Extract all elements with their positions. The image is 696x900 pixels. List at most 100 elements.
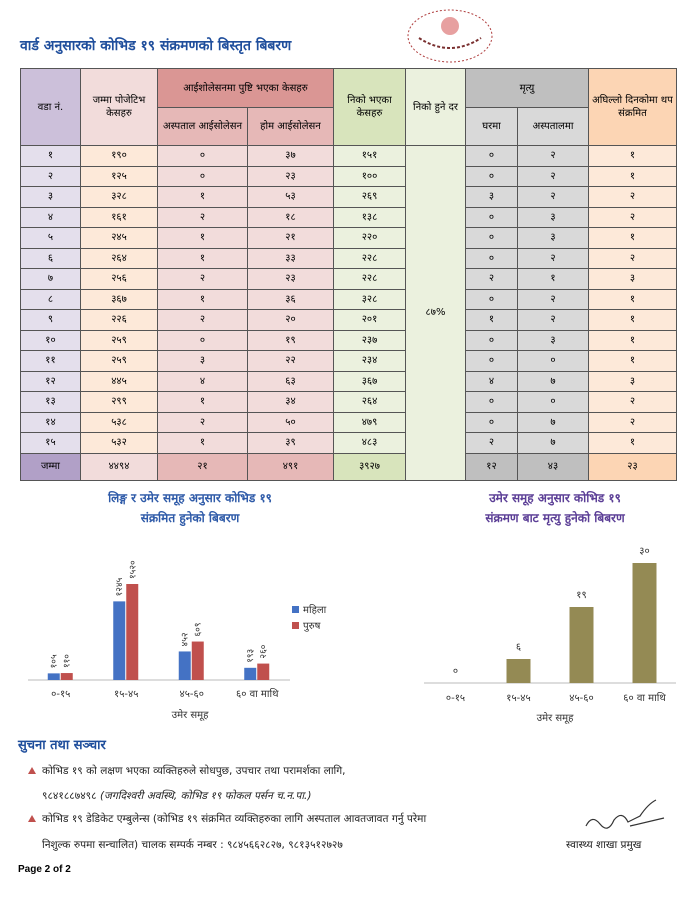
table-cell: ९ xyxy=(20,309,81,331)
table-cell: ३ xyxy=(588,370,677,392)
notice-text: कोभिड १९ को लक्षण भएका व्यक्तिहरुले सोधप… xyxy=(42,765,346,777)
x-tick-label: ४५-६० xyxy=(180,689,204,700)
table-cell: २२६ xyxy=(80,309,158,331)
bar xyxy=(60,673,73,680)
table-cell: १ xyxy=(157,186,248,208)
table-cell: ३३ xyxy=(247,247,334,269)
table-cell: ४ xyxy=(20,206,81,228)
value-label: ३० xyxy=(639,546,649,557)
table-cell: ३ xyxy=(517,329,589,351)
bar xyxy=(569,607,594,683)
table-row: १३ २९९ १ ३४ २६४ ० ० २ xyxy=(20,391,677,413)
table-cell: ३६ xyxy=(247,288,334,310)
table-cell: २०१ xyxy=(333,309,406,331)
table-cell: २५९ xyxy=(80,329,158,351)
header-cell: घरमा xyxy=(465,107,518,146)
total-cell: २१ xyxy=(157,452,248,481)
table-row: १ १९० ० ३७ १५१ ८७% ० २ १ xyxy=(20,145,677,481)
notice-text: ९८४१८८७४९८ (जगदिश्वरी अवस्थि, कोभिड १९ फ… xyxy=(42,789,312,803)
value-label: ४५२ xyxy=(181,632,191,646)
header-cell: अस्पताल आईसोलेसन xyxy=(157,107,248,146)
table-cell: ३६७ xyxy=(333,370,406,392)
legend-swatch xyxy=(292,622,299,629)
table-cell: ० xyxy=(157,145,248,167)
header-cell: अस्पतालमा xyxy=(517,107,589,146)
table-cell: ० xyxy=(465,227,518,249)
note: (जगदिश्वरी अवस्थि, कोभिड १९ फोकल पर्सन च… xyxy=(99,790,312,802)
chart-title: लिङ्ग र उमेर समूह अनुसार कोभिड १९ xyxy=(107,491,272,506)
header-cell: निको भएका केसहरु xyxy=(333,68,406,146)
x-tick-label: ०-१५ xyxy=(446,693,465,704)
table-cell: १ xyxy=(588,350,677,372)
table-cell: २ xyxy=(517,186,589,208)
header-cell: वडा नं. xyxy=(20,68,81,146)
total-cell: ४३ xyxy=(517,452,589,481)
table-cell: २२८ xyxy=(333,268,406,290)
table-cell: १ xyxy=(465,309,518,331)
table-cell: ३ xyxy=(20,186,81,208)
table-cell: २४५ xyxy=(80,227,158,249)
table-cell: ५० xyxy=(247,411,334,433)
table-cell: १ xyxy=(588,165,677,187)
x-tick-label: १५-४५ xyxy=(114,689,138,700)
table-cell: १२५ xyxy=(80,165,158,187)
value-label: ६०९ xyxy=(194,622,204,636)
header-cell: निको हुने दर xyxy=(405,68,466,146)
table-cell: ५३ xyxy=(247,186,334,208)
table-cell: २ xyxy=(517,309,589,331)
table-row: अस्पताल आईसोलेसन होम आईसोलेसन घरमा अस्पतालम… xyxy=(21,107,677,146)
table-cell: ३६७ xyxy=(80,288,158,310)
table-cell: ० xyxy=(465,329,518,351)
table-cell: २ xyxy=(517,247,589,269)
table-cell: ३ xyxy=(517,206,589,228)
data-table: वडा नं. जम्मा पोजेटिभ केसहरु आईशोलेसनमा पु… xyxy=(20,68,677,481)
table-cell: १ xyxy=(588,329,677,351)
table-cell: २ xyxy=(588,247,677,269)
table-cell: ५३२ xyxy=(80,432,158,454)
table-cell: १ xyxy=(588,227,677,249)
logo xyxy=(407,9,493,63)
bar xyxy=(191,641,204,680)
table-cell: ० xyxy=(465,411,518,433)
legend-label: महिला xyxy=(303,604,327,616)
table-cell: २ xyxy=(157,411,248,433)
table-cell: ६३ xyxy=(247,370,334,392)
bar xyxy=(244,667,257,680)
table-cell: २ xyxy=(157,309,248,331)
table-cell: २१ xyxy=(247,227,334,249)
table-cell: ० xyxy=(157,165,248,187)
bar xyxy=(506,659,531,683)
table-cell: ० xyxy=(465,206,518,228)
table-cell: २६४ xyxy=(80,247,158,269)
table-cell: १ xyxy=(588,145,677,167)
total-cell: १२ xyxy=(465,452,518,481)
table-cell: १ xyxy=(20,145,81,167)
bar xyxy=(178,651,191,680)
table-cell: ४४५ xyxy=(80,370,158,392)
total-cell: २३ xyxy=(588,452,677,481)
table-cell: ० xyxy=(465,165,518,187)
table-cell: २२० xyxy=(333,227,406,249)
table-cell: ४८३ xyxy=(333,432,406,454)
table-row: १४ ५३८ २ ५० ४७९ ० ७ २ xyxy=(20,411,677,433)
phone: ९८४१८८७४९८ xyxy=(42,790,97,802)
table-cell: २३ xyxy=(247,268,334,290)
header-cell: अघिल्लो दिनकोमा थप संक्रमित xyxy=(588,68,677,146)
table-cell: ५३८ xyxy=(80,411,158,433)
table-cell: ४७९ xyxy=(333,411,406,433)
signature-scribble xyxy=(585,799,665,829)
table-cell: २ xyxy=(588,186,677,208)
table-cell: ८ xyxy=(20,288,81,310)
table-row: ३ ३२८ १ ५३ २६९ ३ २ २ xyxy=(20,186,677,208)
table-cell: ३ xyxy=(588,268,677,290)
table-cell: २६४ xyxy=(333,391,406,413)
table-cell: १३ xyxy=(20,391,81,413)
value-label: ६ xyxy=(516,642,521,653)
table-row: ५ २४५ १ २१ २२० ० ३ १ xyxy=(20,227,677,249)
table-cell: ४ xyxy=(465,370,518,392)
table-cell: २ xyxy=(517,165,589,187)
value-label: ११० xyxy=(63,654,73,668)
table-cell: ३ xyxy=(465,186,518,208)
legend-label: पुरुष xyxy=(303,621,321,632)
